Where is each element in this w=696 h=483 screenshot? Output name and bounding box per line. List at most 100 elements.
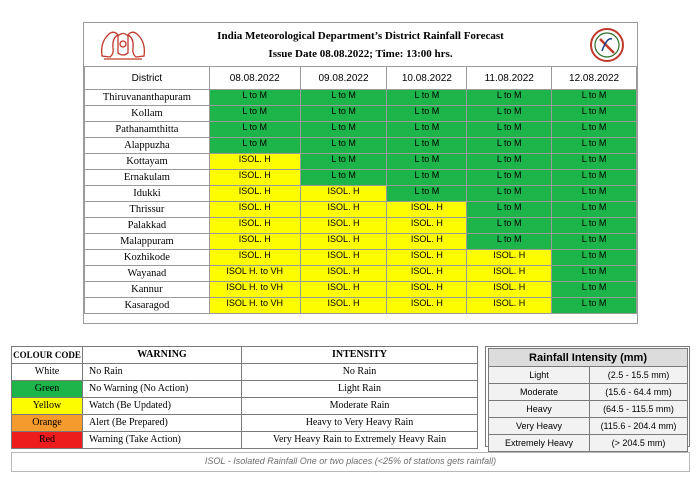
forecast-panel: India Meteorological Department’s Distri… (83, 22, 638, 324)
forecast-cell: L to M (551, 265, 637, 282)
intensity-header: INTENSITY (241, 346, 478, 364)
forecast-cell: L to M (551, 249, 637, 266)
forecast-cell: ISOL. H (299, 201, 388, 218)
forecast-row: Wayanad ISOL H. to VH ISOL. H ISOL. H ISOL. … (84, 265, 637, 282)
forecast-cell: L to M (386, 185, 468, 202)
forecast-cell: L to M (386, 105, 468, 122)
legend-row: Red Warning (Take Action) Very Heavy Rain … (11, 431, 478, 449)
district-name: Thrissur (84, 201, 210, 218)
intensity-label: Very Heavy (488, 417, 590, 435)
forecast-cell: ISOL H. to VH (208, 297, 301, 314)
forecast-cell: L to M (299, 105, 388, 122)
forecast-cell: ISOL. H (208, 201, 301, 218)
forecast-cell: L to M (386, 137, 468, 154)
forecast-cell: L to M (551, 137, 637, 154)
forecast-table: District 08.08.2022 09.08.2022 10.08.202… (84, 66, 637, 314)
forecast-cell: L to M (551, 201, 637, 218)
isol-note: ISOL - Isolated Rainfall One or two plac… (204, 456, 497, 466)
forecast-cell: ISOL. H (466, 297, 553, 314)
colour-code-legend: COLOUR CODE WARNING INTENSITY White No Ra… (11, 346, 478, 449)
date-header: 10.08.2022 (386, 66, 468, 90)
forecast-cell: ISOL. H (386, 265, 468, 282)
forecast-row: Kannur ISOL H. to VH ISOL. H ISOL. H ISOL. H… (84, 281, 637, 298)
forecast-cell: ISOL. H (299, 297, 388, 314)
forecast-cell: L to M (466, 201, 553, 218)
warning-text: No Rain (82, 363, 242, 381)
district-name: Malappuram (84, 233, 210, 250)
colour-swatch: Yellow (11, 397, 83, 415)
intensity-row: Light (2.5 - 15.5 mm) (488, 366, 688, 384)
forecast-header-row: District 08.08.2022 09.08.2022 10.08.202… (84, 66, 637, 90)
legend-header-row: COLOUR CODE WARNING INTENSITY (11, 346, 478, 364)
forecast-cell: ISOL. H (386, 249, 468, 266)
forecast-cell: L to M (466, 105, 553, 122)
warning-text: Alert (Be Prepared) (82, 414, 242, 432)
forecast-cell: ISOL. H (386, 281, 468, 298)
forecast-cell: L to M (299, 121, 388, 138)
legend-row: Green No Warning (No Action) Light Rain (11, 380, 478, 398)
intensity-range: (15.6 - 64.4 mm) (589, 383, 688, 401)
forecast-cell: ISOL. H (466, 265, 553, 282)
forecast-title: India Meteorological Department’s Distri… (217, 30, 504, 42)
district-name: Kannur (84, 281, 210, 298)
date-header: 09.08.2022 (299, 66, 388, 90)
intensity-label: Extremely Heavy (488, 434, 590, 452)
district-header: District (84, 66, 210, 90)
forecast-cell: L to M (466, 233, 553, 250)
forecast-cell: ISOL. H (299, 249, 388, 266)
forecast-cell: L to M (208, 105, 301, 122)
forecast-cell: L to M (299, 153, 388, 170)
forecast-cell: ISOL. H (299, 217, 388, 234)
forecast-cell: L to M (551, 281, 637, 298)
forecast-cell: L to M (208, 121, 301, 138)
legend-row: Yellow Watch (Be Updated) Moderate Rain (11, 397, 478, 415)
forecast-cell: L to M (551, 233, 637, 250)
forecast-cell: ISOL. H (299, 233, 388, 250)
district-name: Palakkad (84, 217, 210, 234)
intensity-label: Light (488, 366, 590, 384)
forecast-cell: L to M (551, 217, 637, 234)
colour-swatch: Orange (11, 414, 83, 432)
forecast-cell: ISOL. H (208, 153, 301, 170)
date-header: 08.08.2022 (208, 66, 301, 90)
forecast-cell: L to M (466, 153, 553, 170)
forecast-cell: ISOL. H (208, 217, 301, 234)
forecast-cell: L to M (299, 89, 388, 106)
forecast-cell: L to M (466, 137, 553, 154)
forecast-header: India Meteorological Department’s Distri… (84, 23, 637, 67)
colour-swatch: White (11, 363, 83, 381)
forecast-cell: ISOL. H (466, 249, 553, 266)
forecast-cell: ISOL. H (208, 185, 301, 202)
intensity-range: (64.5 - 115.5 mm) (589, 400, 688, 418)
forecast-cell: L to M (386, 89, 468, 106)
forecast-cell: ISOL. H (299, 281, 388, 298)
intensity-range: (115.6 - 204.4 mm) (589, 417, 688, 435)
kerala-emblem-icon (96, 26, 150, 62)
intensity-text: Moderate Rain (241, 397, 478, 415)
forecast-cell: ISOL H. to VH (208, 281, 301, 298)
intensity-row: Extremely Heavy (> 204.5 mm) (488, 434, 688, 452)
forecast-cell: ISOL. H (466, 281, 553, 298)
forecast-cell: L to M (386, 153, 468, 170)
forecast-cell: L to M (386, 121, 468, 138)
forecast-cell: L to M (551, 169, 637, 186)
intensity-text: No Rain (241, 363, 478, 381)
forecast-cell: L to M (386, 169, 468, 186)
forecast-cell: L to M (551, 297, 637, 314)
warning-text: Warning (Take Action) (82, 431, 242, 449)
forecast-cell: L to M (208, 137, 301, 154)
forecast-cell: L to M (299, 169, 388, 186)
forecast-cell: ISOL. H (386, 233, 468, 250)
forecast-cell: ISOL. H (208, 249, 301, 266)
district-name: Kottayam (84, 153, 210, 170)
district-name: Kollam (84, 105, 210, 122)
note-box (11, 452, 690, 472)
